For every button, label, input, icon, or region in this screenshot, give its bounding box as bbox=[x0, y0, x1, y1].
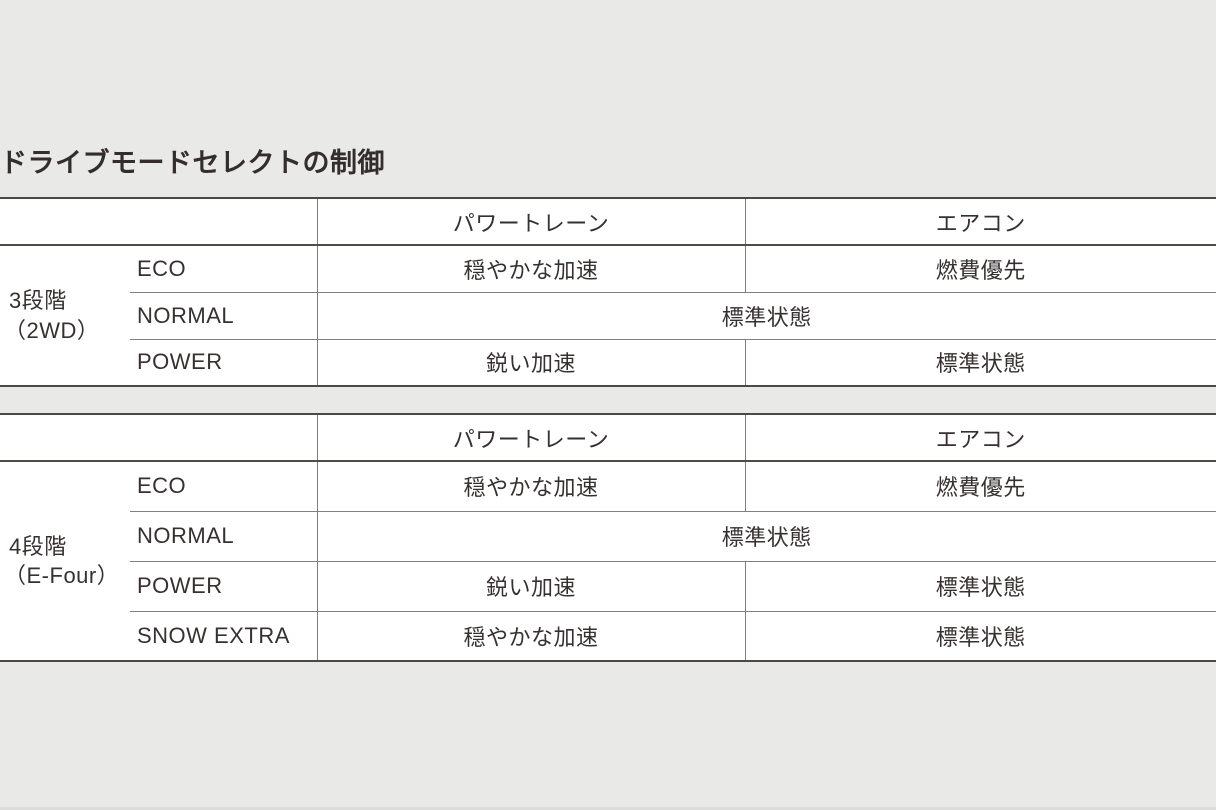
drive-mode-table-2wd: パワートレーン エアコン 3段階 （2WD） ECO 穏やかな加速 燃費優先 N… bbox=[0, 197, 1216, 387]
group-label-line2: （2WD） bbox=[4, 317, 100, 343]
value-cell-powertrain-eco: 穏やかな加速 bbox=[316, 245, 745, 292]
table-row-power: POWER 鋭い加速 標準状態 bbox=[0, 338, 1216, 386]
group-label-line1: 4段階 bbox=[9, 533, 67, 559]
column-header-powertrain: パワートレーン bbox=[316, 198, 745, 246]
table-row-power: POWER 鋭い加速 標準状態 bbox=[0, 560, 1216, 611]
mode-cell-eco: ECO bbox=[130, 245, 317, 292]
mode-cell-power: POWER bbox=[130, 560, 317, 611]
table-row-snow-extra: SNOW EXTRA 穏やかな加速 標準状態 bbox=[0, 610, 1216, 661]
column-header-powertrain: パワートレーン bbox=[316, 414, 745, 462]
page-title: ドライブモードセレクトの制御 bbox=[0, 148, 385, 178]
column-header-aircon: エアコン bbox=[744, 198, 1216, 246]
table-row-normal: NORMAL 標準状態 bbox=[0, 510, 1216, 561]
table-row-eco: 4段階 （E-Four） ECO 穏やかな加速 燃費優先 bbox=[0, 461, 1216, 661]
group-label-line1: 3段階 bbox=[9, 288, 67, 314]
table-header-row: パワートレーン エアコン bbox=[0, 414, 1216, 462]
mode-cell-normal: NORMAL bbox=[130, 291, 317, 339]
mode-cell-snow-extra: SNOW EXTRA bbox=[130, 610, 317, 661]
value-cell-powertrain-eco: 穏やかな加速 bbox=[316, 461, 745, 511]
table-row-eco: 3段階 （2WD） ECO 穏やかな加速 燃費優先 bbox=[0, 245, 1216, 386]
header-empty-cell bbox=[0, 414, 317, 462]
column-header-aircon: エアコン bbox=[744, 414, 1216, 462]
value-cell-aircon-power: 標準状態 bbox=[744, 560, 1216, 611]
mode-cell-eco: ECO bbox=[130, 461, 317, 511]
value-cell-merged-normal: 標準状態 bbox=[316, 510, 1216, 561]
page-bottom-edge bbox=[0, 807, 1216, 810]
value-cell-aircon-eco: 燃費優先 bbox=[744, 245, 1216, 292]
value-cell-powertrain-snow: 穏やかな加速 bbox=[316, 610, 745, 661]
value-cell-aircon-eco: 燃費優先 bbox=[744, 461, 1216, 511]
group-label-line2: （E-Four） bbox=[4, 563, 120, 588]
value-cell-powertrain-power: 鋭い加速 bbox=[316, 560, 745, 611]
row-group-label-efour: 4段階 （E-Four） bbox=[0, 461, 130, 661]
value-cell-aircon-power: 標準状態 bbox=[744, 338, 1216, 386]
table-header-row: パワートレーン エアコン bbox=[0, 198, 1216, 246]
value-cell-aircon-snow: 標準状態 bbox=[744, 610, 1216, 661]
value-cell-merged-normal: 標準状態 bbox=[316, 291, 1216, 339]
mode-cell-normal: NORMAL bbox=[130, 510, 317, 561]
drive-mode-table-efour: パワートレーン エアコン 4段階 （E-Four） ECO 穏やかな加速 燃費優… bbox=[0, 413, 1216, 662]
header-empty-cell bbox=[0, 198, 317, 246]
row-group-label-2wd: 3段階 （2WD） bbox=[0, 245, 130, 386]
table-row-normal: NORMAL 標準状態 bbox=[0, 291, 1216, 339]
mode-cell-power: POWER bbox=[130, 338, 317, 386]
value-cell-powertrain-power: 鋭い加速 bbox=[316, 338, 745, 386]
